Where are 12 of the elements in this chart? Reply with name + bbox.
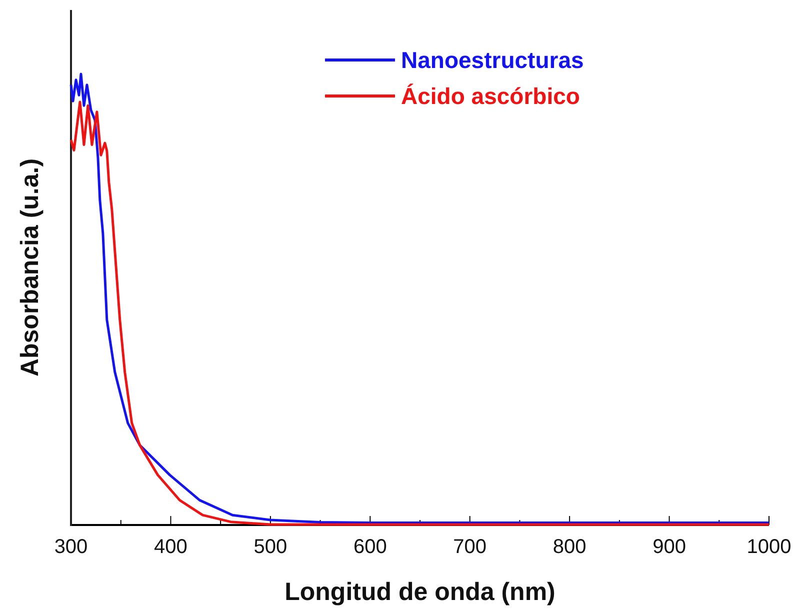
x-tick-label: 800 <box>552 536 586 558</box>
x-tick-label: 700 <box>453 536 487 558</box>
x-tick-label: 900 <box>652 536 686 558</box>
x-tick-label: 600 <box>353 536 387 558</box>
x-tick-label: 500 <box>254 536 288 558</box>
legend-label: Nanoestructuras <box>401 47 584 73</box>
legend-label: Ácido ascórbico <box>401 83 580 109</box>
x-axis-title: Longitud de onda (nm) <box>284 578 556 606</box>
x-tick-label: 1000 <box>746 536 792 558</box>
x-tick-label: 400 <box>154 536 188 558</box>
x-tick-label: 300 <box>54 536 88 558</box>
y-axis-title: Absorbancia (u.a.) <box>16 158 44 377</box>
